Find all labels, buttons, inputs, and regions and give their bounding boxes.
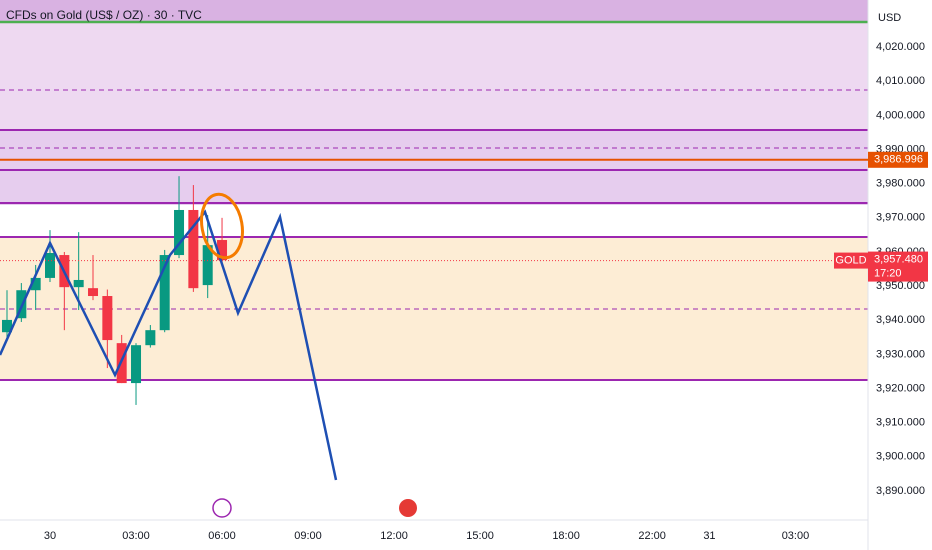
candle-body xyxy=(202,245,213,286)
y-tick-label: 3,890.000 xyxy=(876,485,925,497)
candle-body xyxy=(217,240,228,261)
projection-path xyxy=(0,209,338,481)
last-price-label: 3,957.480 xyxy=(874,253,923,265)
y-tick-label: 3,910.000 xyxy=(876,417,925,429)
highlight-circle xyxy=(200,192,244,260)
x-tick-label: 22:00 xyxy=(638,530,666,542)
y-tick-label: 4,010.000 xyxy=(876,75,925,87)
candle-body xyxy=(1,319,12,333)
x-tick-label: 30 xyxy=(44,530,56,542)
currency: USD xyxy=(878,12,901,24)
candle-body xyxy=(30,277,41,291)
candle-body xyxy=(174,209,185,256)
candle-body xyxy=(45,253,56,278)
candle-body xyxy=(131,345,142,384)
x-tick-label: 18:00 xyxy=(552,530,580,542)
candle-body xyxy=(73,279,84,288)
y-tick-label: 3,950.000 xyxy=(876,280,925,292)
symbol-label: GOLD xyxy=(835,254,866,266)
symbol-tag xyxy=(834,252,868,269)
countdown: 17:20 xyxy=(874,267,902,279)
y-tick-label: 3,920.000 xyxy=(876,382,925,394)
zone xyxy=(0,22,868,130)
x-tick-label: 09:00 xyxy=(294,530,322,542)
candle-body xyxy=(102,296,113,341)
y-tick-label: 3,970.000 xyxy=(876,212,925,224)
x-tick-label: 12:00 xyxy=(380,530,408,542)
x-tick-label: 03:00 xyxy=(782,530,810,542)
price-tag-label: 3,986.996 xyxy=(874,154,923,166)
zone xyxy=(0,130,868,205)
x-tick-label: 06:00 xyxy=(208,530,236,542)
event-icon[interactable] xyxy=(399,499,417,517)
last-price-tag xyxy=(868,251,928,282)
x-tick-label: 31 xyxy=(703,530,715,542)
y-tick-label: 3,900.000 xyxy=(876,451,925,463)
x-tick-label: 15:00 xyxy=(466,530,494,542)
y-tick-label: 4,000.000 xyxy=(876,109,925,121)
y-tick-label: 4,020.000 xyxy=(876,41,925,53)
candle-body xyxy=(145,330,156,346)
zone xyxy=(0,0,868,22)
candle-body xyxy=(159,255,170,331)
y-tick-label: 3,940.000 xyxy=(876,314,925,326)
candle-body xyxy=(88,288,99,297)
event-icon[interactable] xyxy=(212,498,232,518)
price-tag xyxy=(868,151,928,168)
candle-body xyxy=(188,209,199,289)
y-tick-label: 3,930.000 xyxy=(876,348,925,360)
y-tick-label: 3,980.000 xyxy=(876,178,925,190)
x-tick-label: 03:00 xyxy=(122,530,150,542)
chart-title: CFDs on Gold (US$ / OZ) · 30 · TVC xyxy=(6,8,202,22)
